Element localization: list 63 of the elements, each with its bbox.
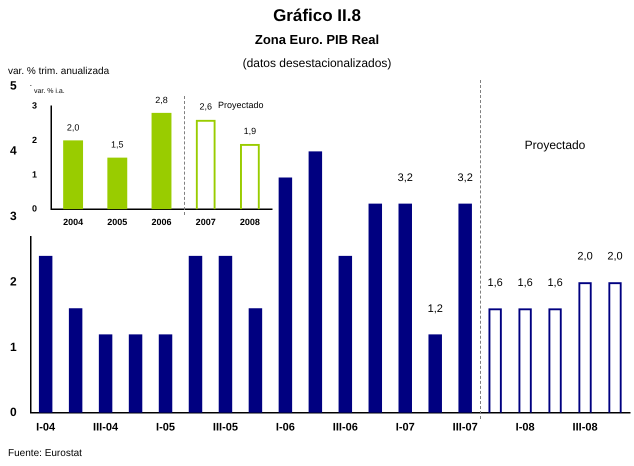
x-tick-label: III-08	[572, 421, 598, 434]
bar	[158, 334, 172, 413]
data-label: 1,6	[547, 276, 563, 289]
x-tick-label: I-04	[36, 421, 56, 434]
annotation: Proyectado	[218, 100, 264, 110]
bar	[368, 204, 382, 413]
x-tick-label: 2004	[63, 217, 84, 228]
y-tick-label: 0	[10, 405, 17, 420]
bar	[218, 256, 232, 413]
y-tick-label: 1	[10, 340, 17, 354]
bar	[248, 308, 262, 413]
annotation: Proyectado	[524, 138, 586, 152]
bar	[98, 334, 112, 413]
data-label: 1,6	[517, 276, 533, 289]
x-tick-label: 2006	[151, 217, 172, 228]
data-label: 1,6	[488, 276, 503, 289]
x-tick-label: III-05	[212, 421, 238, 434]
x-tick-label: 2008	[240, 217, 260, 228]
data-label: 2,0	[66, 122, 80, 132]
bar	[278, 178, 292, 413]
data-label: 1,5	[111, 140, 124, 150]
y-tick-label: 1	[32, 169, 38, 180]
y-tick-label: 5	[10, 78, 17, 92]
bar	[128, 334, 142, 413]
y-tick-label: 4	[10, 144, 17, 158]
bar	[188, 256, 202, 413]
x-tick-label: I-08	[516, 421, 535, 434]
chart-title: Gráfico II.8	[272, 6, 362, 26]
data-label: 2,8	[155, 94, 168, 105]
data-label: 3,2	[458, 172, 473, 184]
y-axis-title: var. % trim. anualizada	[8, 66, 110, 77]
y-tick-label: 3	[32, 100, 38, 110]
bar	[398, 204, 412, 413]
bar	[338, 256, 352, 413]
y-tick-label: 0	[32, 204, 38, 214]
x-tick-label: 2005	[107, 217, 128, 228]
y-tick-label: 2	[10, 274, 17, 288]
x-tick-label: I-07	[396, 421, 415, 434]
x-tick-label: III-04	[93, 421, 119, 434]
x-tick-label: III-07	[452, 421, 478, 434]
data-label: 1,9	[244, 126, 256, 136]
y-tick-label: 3	[10, 209, 17, 224]
data-label: 3,2	[398, 172, 413, 184]
bar	[63, 140, 84, 210]
bar	[107, 158, 128, 210]
text: (datos desestacionalizados)	[242, 56, 392, 70]
data-label: 2,0	[577, 250, 593, 263]
x-tick-label: I-05	[156, 421, 176, 434]
x-tick-label: III-06	[332, 421, 358, 434]
chart-subtitle: Zona Euro. PIB Real	[254, 32, 380, 47]
x-tick-label: I-06	[276, 421, 295, 434]
bar	[68, 308, 82, 413]
data-label: 2,0	[607, 250, 623, 263]
data-label: 1,2	[428, 302, 443, 315]
bar	[428, 334, 442, 413]
y-tick-label: 2	[32, 134, 38, 145]
x-tick-label: 2007	[196, 217, 216, 228]
bar	[308, 151, 322, 413]
bar	[38, 256, 52, 413]
data-label: 2,6	[199, 102, 212, 112]
bar	[152, 112, 172, 210]
bar	[458, 204, 472, 413]
source-note: Fuente: Eurostat	[8, 448, 82, 459]
